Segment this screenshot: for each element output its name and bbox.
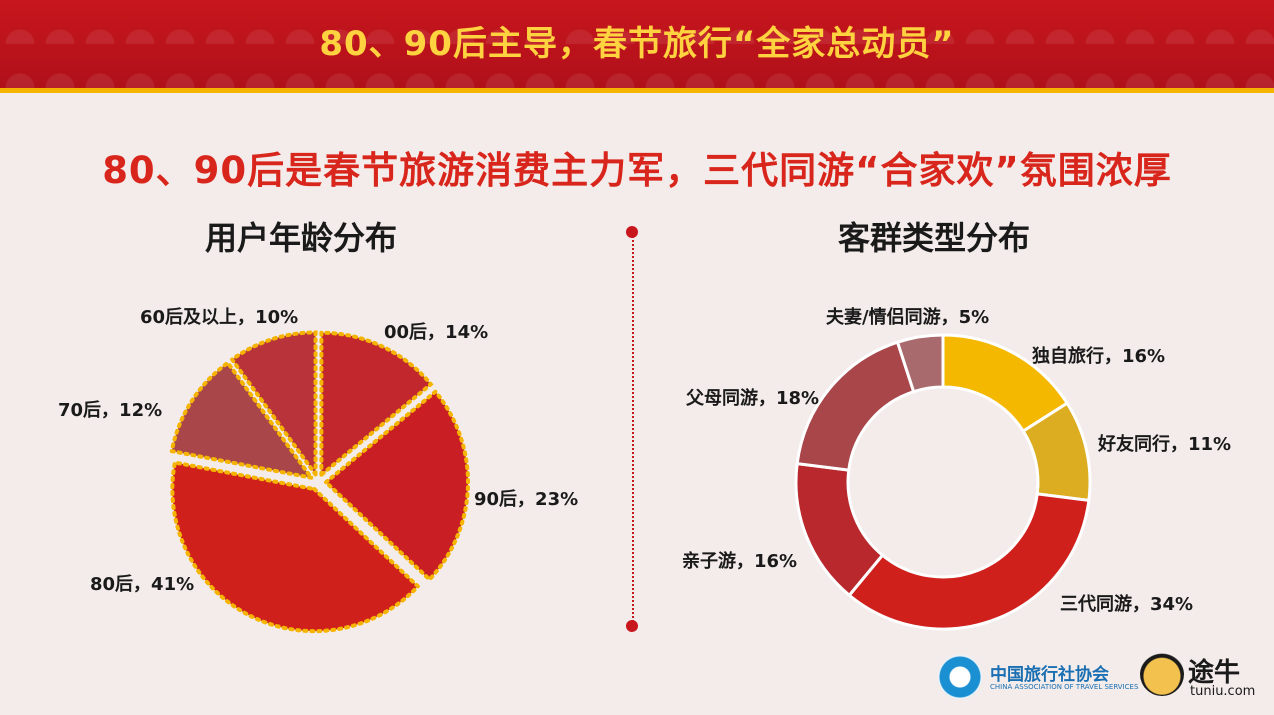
tuniu-cow-icon: [1140, 652, 1184, 696]
header-stripe: [0, 88, 1274, 93]
type-label-parents: 父母同游，18%: [686, 388, 820, 409]
type-label-solo: 独自旅行，16%: [1032, 346, 1166, 367]
age-label-90: 90后，23%: [474, 489, 579, 510]
age-slice-4: [229, 330, 318, 481]
age-label-60: 60后及以上，10%: [140, 307, 299, 328]
type-label-friends: 好友同行，11%: [1098, 434, 1232, 455]
type-slice-2: [847, 492, 1091, 631]
headline: 80、90后是春节旅游消费主力军，三代同游“合家欢”氛围浓厚: [102, 149, 1172, 192]
ctas-logo-en: CHINA ASSOCIATION OF TRAVEL SERVICES: [990, 683, 1139, 691]
age-label-80: 80后，41%: [90, 574, 195, 595]
type-label-three-gen: 三代同游，34%: [1060, 594, 1194, 615]
type-label-parent-child: 亲子游，16%: [682, 551, 798, 572]
age-slice-1: [322, 388, 470, 583]
ctas-logo-icon: [938, 655, 982, 699]
tuniu-logo-cn: 途牛: [1188, 658, 1241, 688]
age-chart-title: 用户年龄分布: [205, 219, 398, 257]
page-title: 80、90后主导，春节旅行“全家总动员”: [319, 24, 955, 64]
age-label-00: 00后，14%: [384, 322, 489, 343]
divider: [632, 232, 634, 626]
age-label-70: 70后，12%: [58, 400, 163, 421]
tuniu-logo-en: tuniu.com: [1190, 684, 1256, 699]
header-banner: [0, 0, 1274, 88]
type-chart-title: 客群类型分布: [838, 219, 1031, 257]
type-label-couple: 夫妻/情侣同游，5%: [826, 307, 990, 328]
age-slice-2: [170, 460, 421, 634]
type-slice-5: [895, 333, 945, 394]
age-slice-3: [169, 360, 316, 481]
ctas-logo-cn: 中国旅行社协会: [990, 665, 1109, 685]
divider-dot-top: [626, 226, 638, 238]
divider-dot-bottom: [626, 620, 638, 632]
age-slice-0: [319, 330, 434, 480]
